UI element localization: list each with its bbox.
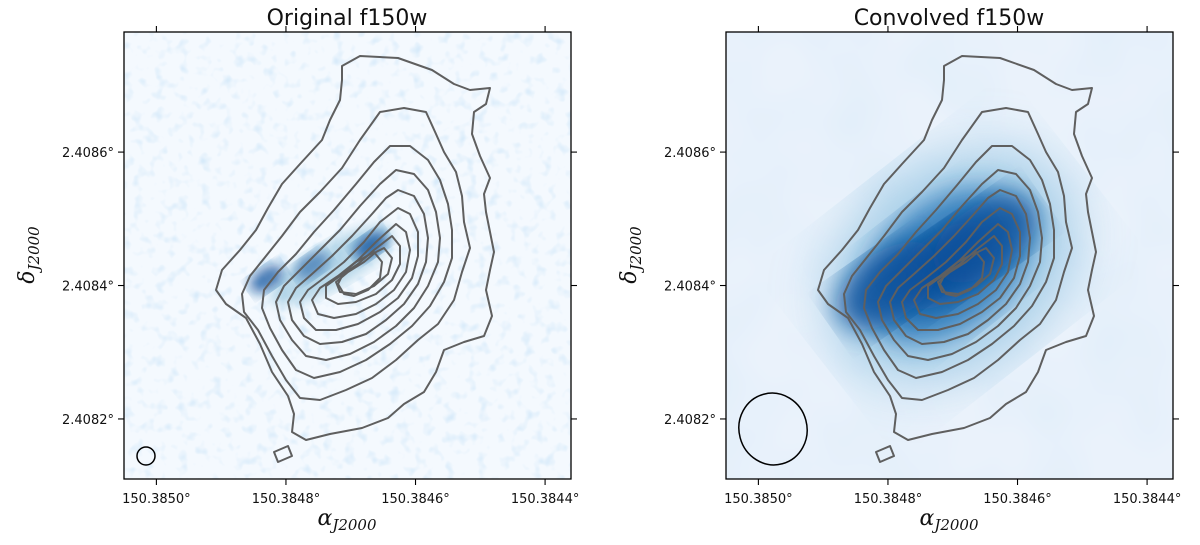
y-tick-label: 2.4086°	[664, 146, 716, 161]
contour-level-9	[335, 247, 393, 295]
axes-frame-convolved	[725, 31, 1174, 480]
contour-level-5	[287, 189, 429, 345]
emission-peak	[294, 250, 330, 281]
y-tick-label: 2.4084°	[62, 280, 114, 295]
contour-level-2	[241, 107, 471, 401]
y-tick-label: 2.4082°	[664, 413, 716, 428]
contour-level-8	[927, 235, 1003, 305]
contour-level-4	[877, 169, 1043, 361]
ticks-convolved: 150.3850° 150.3848° 150.3846° 150.3844° 2.40…	[664, 26, 1181, 507]
panel-title-convolved: Convolved f150w	[854, 6, 1045, 31]
x-tick-label: 150.3844°	[1113, 492, 1182, 507]
contour-level-9	[937, 247, 995, 295]
x-tick-label: 150.3846°	[983, 492, 1052, 507]
panel-convolved: Convolved f150w 150.3850° 150.3848° 150.38…	[617, 6, 1181, 534]
contour-level-6	[901, 207, 1021, 331]
contour-level-3	[261, 145, 453, 379]
ticks-original: 150.3850° 150.3848° 150.3846° 150.3844° 2.40…	[62, 26, 579, 507]
heatmap-original	[124, 32, 571, 479]
contours-original	[215, 55, 495, 463]
contour-level-6	[299, 207, 419, 331]
x-tick-label: 150.3844°	[511, 492, 580, 507]
x-tick-label: 150.3846°	[381, 492, 450, 507]
x-tick-label: 150.3850°	[122, 492, 191, 507]
contour-level-11	[875, 445, 895, 463]
contour-level-5	[889, 189, 1031, 345]
y-tick-label: 2.4082°	[62, 413, 114, 428]
contour-level-8	[325, 235, 401, 305]
x-tick-label: 150.3848°	[854, 492, 923, 507]
x-tick-label: 150.3850°	[724, 492, 793, 507]
x-tick-label: 150.3848°	[252, 492, 321, 507]
panel-original: Original f150w 150.3850° 150.3848° 150.384…	[15, 6, 579, 534]
y-axis-label-convolved: δJ2000	[617, 226, 645, 284]
contour-level-4	[275, 169, 441, 361]
y-axis-label-original: δJ2000	[15, 226, 43, 284]
contour-level-10	[939, 251, 985, 297]
contour-level-1	[215, 55, 495, 441]
x-axis-label-original: αJ2000	[317, 506, 377, 534]
heatmap-convolved	[726, 32, 1173, 479]
contour-level-1	[817, 55, 1097, 441]
y-tick-label: 2.4086°	[62, 146, 114, 161]
contour-level-2	[843, 107, 1073, 401]
axes-frame-original	[123, 31, 572, 480]
contour-level-11	[273, 445, 293, 463]
beam-ellipse-convolved	[738, 392, 808, 466]
contour-level-3	[863, 145, 1055, 379]
contours-convolved	[817, 55, 1097, 463]
contour-level-10	[337, 251, 383, 297]
y-tick-label: 2.4084°	[664, 280, 716, 295]
beam-circle-original	[136, 446, 156, 466]
x-axis-label-convolved: αJ2000	[919, 506, 979, 534]
emission-peak	[249, 264, 284, 294]
panel-title-original: Original f150w	[267, 6, 428, 31]
